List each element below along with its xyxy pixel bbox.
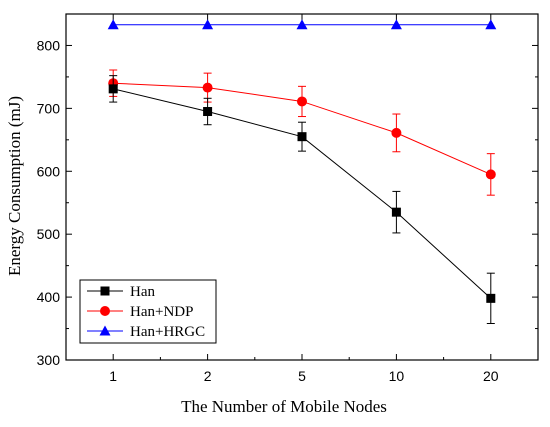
data-point <box>391 127 402 138</box>
data-point <box>108 84 118 94</box>
x-tick-label: 1 <box>109 368 117 384</box>
x-tick-label: 5 <box>298 368 306 384</box>
data-point <box>296 19 308 30</box>
legend: Han Han+NDP Han+HRGC <box>79 279 217 344</box>
x-tick-label: 10 <box>389 368 405 384</box>
data-point <box>107 19 119 30</box>
series-triangle <box>107 19 497 30</box>
y-tick-label: 800 <box>37 37 61 53</box>
series-square <box>108 75 496 325</box>
legend-marker <box>100 306 110 316</box>
x-axis-title: The Number of Mobile Nodes <box>181 397 387 416</box>
legend-marker <box>99 325 111 336</box>
y-axis-title: Energy Consumption (mJ) <box>5 96 24 276</box>
data-point <box>391 207 401 217</box>
legend-label: Han+HRGC <box>130 324 205 340</box>
data-point <box>202 82 213 93</box>
data-point <box>485 169 496 180</box>
x-tick-label: 20 <box>483 368 499 384</box>
data-point <box>390 19 402 30</box>
legend-label: Han+NDP <box>130 304 193 320</box>
y-tick-label: 300 <box>37 352 61 368</box>
data-point <box>297 96 307 107</box>
data-point <box>486 293 496 303</box>
data-point <box>297 132 307 142</box>
series-line <box>113 88 492 299</box>
data-point <box>202 19 214 30</box>
y-tick-label: 700 <box>37 100 61 116</box>
y-tick-label: 500 <box>37 226 61 242</box>
y-tick-label: 600 <box>37 163 61 179</box>
data-point <box>203 107 213 117</box>
y-tick-label: 400 <box>37 289 61 305</box>
series-layer <box>107 19 497 325</box>
legend-marker <box>100 286 110 296</box>
data-point <box>485 19 497 30</box>
x-tick-label: 2 <box>204 368 212 384</box>
legend-label: Han <box>130 284 155 300</box>
axes: 300 400 500 600 700 800 1 2 5 10 20 <box>37 13 539 384</box>
